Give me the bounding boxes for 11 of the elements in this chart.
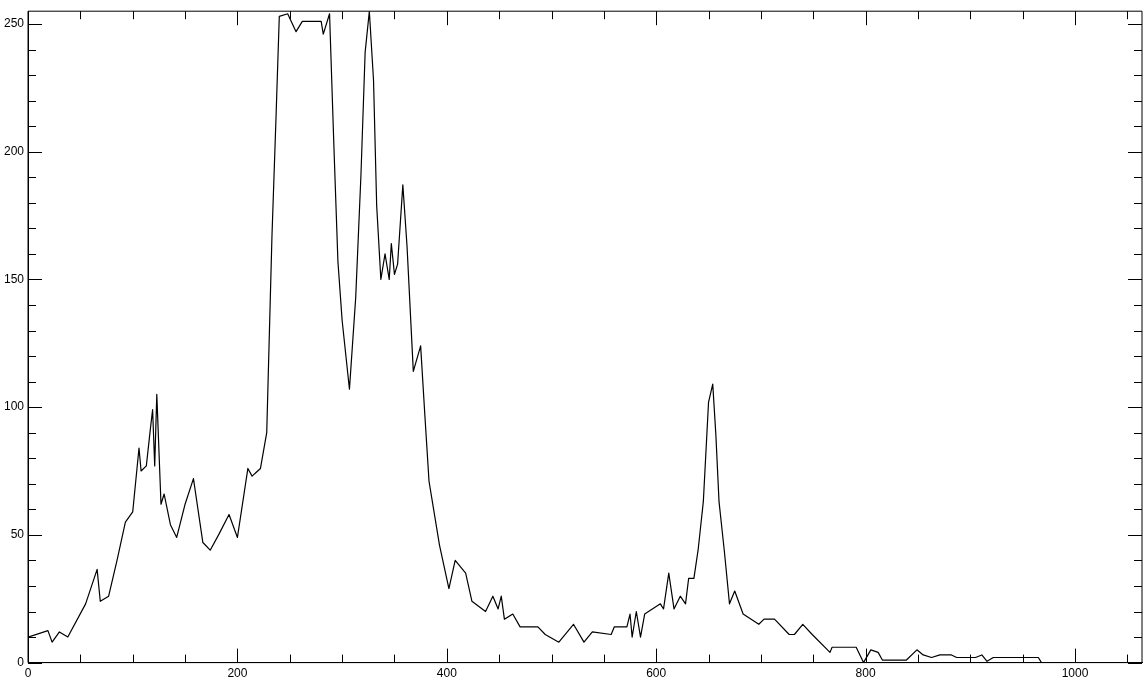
x-tick-label: 200	[227, 666, 248, 681]
y-tick-label: 200	[3, 144, 25, 159]
x-tick-label: 400	[436, 666, 458, 681]
y-tick-label: 50	[10, 527, 25, 542]
y-tick-label: 100	[3, 399, 25, 414]
y-tick-label: 0	[17, 654, 25, 669]
y-tick-label: 250	[3, 16, 25, 31]
x-tick-label: 600	[646, 666, 667, 681]
y-tick-label: 150	[3, 271, 25, 286]
x-tick-label: 1000	[1061, 666, 1089, 681]
x-tick-label: 800	[855, 666, 876, 681]
